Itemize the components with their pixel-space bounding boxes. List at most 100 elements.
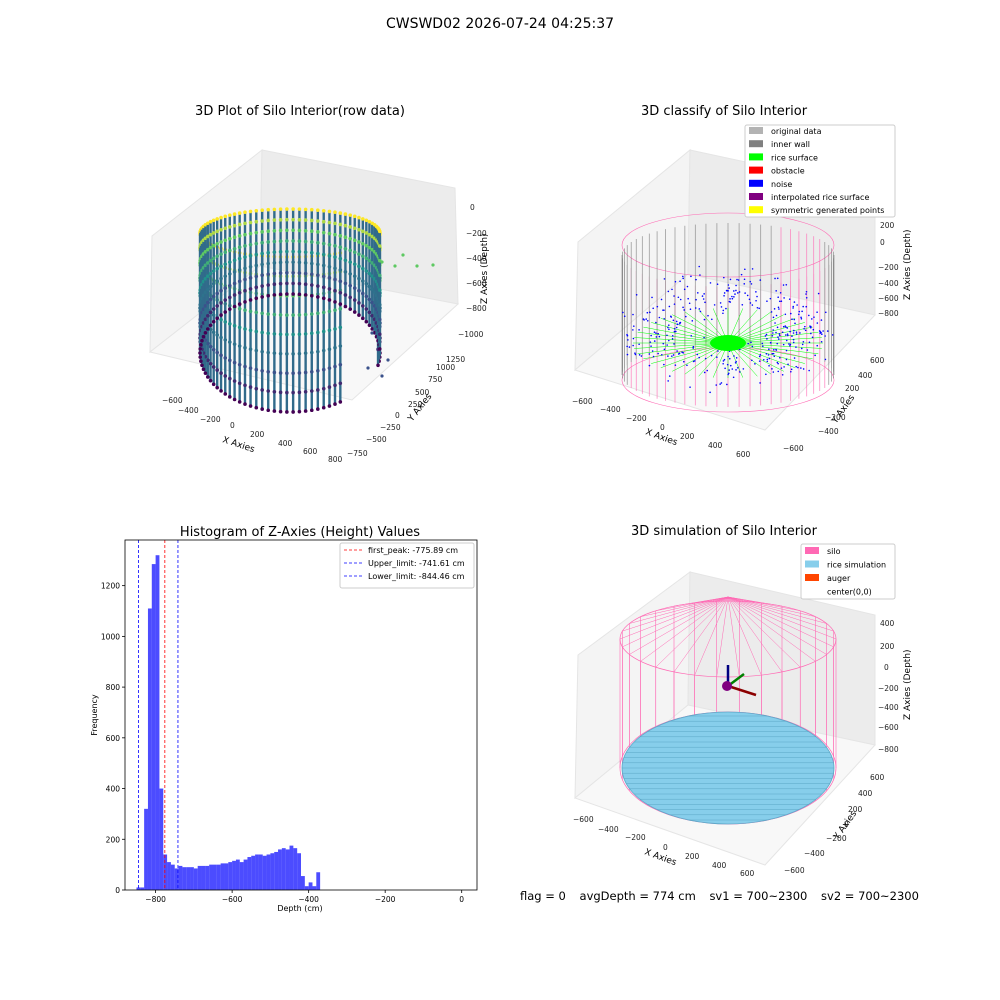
- noise-point: [738, 291, 741, 293]
- histogram-bar: [308, 882, 313, 890]
- data-point: [377, 347, 382, 351]
- svg-text:1000: 1000: [436, 363, 455, 372]
- data-point: [364, 243, 369, 248]
- data-point: [333, 288, 337, 293]
- data-point: [260, 295, 264, 299]
- noise-point: [667, 326, 669, 329]
- noise-point: [673, 303, 676, 305]
- noise-point: [727, 372, 730, 375]
- data-point: [260, 230, 264, 234]
- data-point: [272, 293, 277, 297]
- data-point: [248, 231, 253, 236]
- noise-point: [759, 279, 762, 281]
- noise-point: [692, 345, 695, 348]
- data-point: [200, 363, 204, 368]
- noise-point: [673, 295, 675, 297]
- data-point: [237, 234, 242, 238]
- simulation-x-label: X Axies: [643, 847, 678, 868]
- classify-z-label: Z Axies (Depth): [903, 229, 913, 300]
- data-point: [215, 385, 219, 390]
- data-point: [361, 266, 365, 271]
- noise-point: [668, 375, 671, 377]
- data-point: [260, 251, 264, 256]
- data-point: [352, 226, 357, 231]
- svg-text:200: 200: [880, 642, 895, 651]
- data-point: [291, 281, 295, 286]
- noise-point: [775, 331, 777, 334]
- legend-swatch: [805, 587, 819, 595]
- noise-point: [702, 298, 705, 300]
- noise-point: [773, 308, 776, 310]
- noise-point: [793, 318, 796, 321]
- data-point: [291, 292, 295, 296]
- svg-text:−800: −800: [878, 745, 899, 754]
- data-point: [316, 262, 320, 267]
- data-point: [248, 385, 253, 389]
- noise-point: [790, 370, 792, 373]
- data-point: [237, 256, 242, 261]
- noise-point: [732, 376, 735, 379]
- data-point: [348, 260, 353, 264]
- data-point: [260, 330, 264, 335]
- noise-point: [782, 343, 785, 346]
- data-point: [248, 404, 253, 408]
- svg-text:400: 400: [712, 861, 727, 870]
- noise-point: [658, 316, 661, 319]
- data-point: [219, 240, 223, 244]
- data-point: [272, 409, 277, 413]
- data-point: [327, 347, 332, 352]
- data-point: [227, 295, 232, 300]
- data-point: [260, 284, 264, 288]
- noise-point: [777, 336, 779, 339]
- data-point: [203, 277, 208, 281]
- svg-text:−200: −200: [200, 415, 221, 424]
- data-point: [367, 219, 372, 224]
- svg-text:200: 200: [845, 384, 860, 393]
- data-point: [227, 248, 232, 253]
- histogram-bar: [232, 860, 236, 890]
- data-point: [232, 258, 237, 263]
- svg-text:400: 400: [858, 789, 873, 798]
- histogram-bar: [235, 859, 240, 890]
- noise-point: [758, 360, 761, 362]
- histogram-reference-lines: [138, 540, 179, 890]
- svg-text:−600: −600: [572, 397, 593, 406]
- noise-point: [689, 308, 692, 311]
- data-point: [232, 379, 237, 383]
- noise-point: [704, 301, 706, 304]
- data-point: [237, 222, 242, 227]
- noise-point: [756, 306, 759, 309]
- y-tick-label: 1200: [101, 582, 120, 591]
- noise-point: [703, 371, 706, 374]
- histogram-bar: [258, 854, 263, 890]
- data-point: [303, 351, 308, 355]
- silo-roof-line: [727, 596, 740, 677]
- data-point: [316, 368, 320, 373]
- data-point: [215, 368, 219, 372]
- legend-swatch: [749, 166, 763, 174]
- data-point: [219, 389, 223, 393]
- data-point: [205, 375, 210, 379]
- noise-point: [653, 331, 656, 333]
- legend-swatch: [749, 127, 763, 134]
- noise-point: [698, 308, 701, 310]
- data-point: [333, 266, 337, 271]
- data-point: [291, 207, 295, 211]
- data-point: [291, 352, 295, 356]
- data-point: [199, 342, 203, 347]
- noise-point: [805, 293, 807, 295]
- noise-point: [778, 333, 781, 335]
- noise-point: [777, 296, 779, 299]
- noise-point: [663, 348, 666, 351]
- histogram-bar: [239, 862, 244, 890]
- histogram-bar: [193, 868, 198, 890]
- noise-point: [668, 328, 670, 331]
- data-point: [266, 312, 271, 316]
- noise-point: [663, 363, 665, 366]
- histogram-bar: [140, 887, 145, 890]
- data-point: [348, 248, 353, 253]
- noise-point: [717, 350, 719, 352]
- histogram-bar: [201, 865, 206, 890]
- noise-point: [789, 330, 791, 333]
- noise-point: [690, 335, 693, 337]
